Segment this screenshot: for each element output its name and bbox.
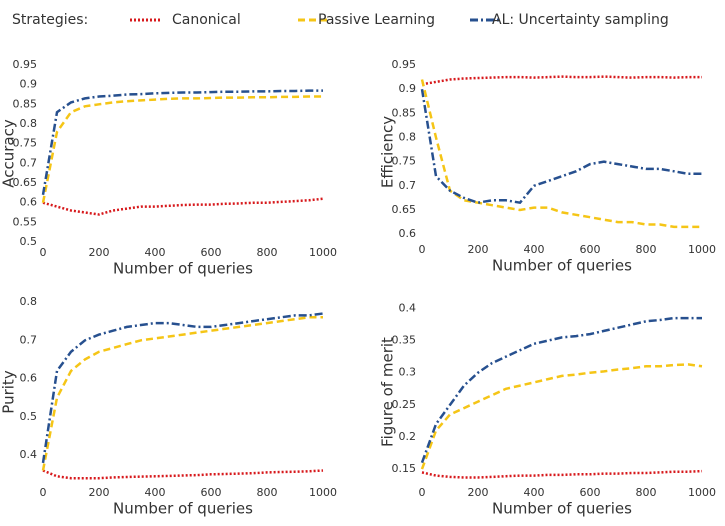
series-line [42,469,324,480]
y-tick-label: 0.5 [20,235,38,248]
y-tick-label: 0.4 [399,301,417,314]
y-tick-label: 0.7 [20,333,38,346]
y-tick-label: 0.25 [392,398,417,411]
x-tick-label: 200 [89,486,110,499]
x-tick-label: 0 [419,243,426,256]
x-tick-label: 800 [636,486,657,499]
y-tick-label: 0.8 [399,131,417,144]
y-tick-label: 0.8 [20,117,38,130]
series-line [420,363,703,470]
x-tick-label: 200 [468,243,489,256]
x-tick-label: 600 [201,246,222,259]
y-axis-label: Accuracy [0,119,18,188]
y-tick-label: 0.4 [20,448,38,461]
x-tick-label: 600 [580,243,601,256]
x-tick-label: 0 [40,486,47,499]
y-tick-label: 0.9 [20,78,38,91]
legend-label: Passive Learning [318,12,435,28]
x-tick-label: 400 [524,243,545,256]
y-tick-label: 0.6 [399,227,417,240]
x-tick-label: 1000 [309,486,337,499]
x-tick-label: 800 [257,246,278,259]
y-tick-label: 0.7 [20,156,38,169]
x-tick-label: 600 [580,486,601,499]
series-line [41,95,323,203]
y-tick-label: 0.75 [13,137,38,150]
series-line [421,75,702,86]
y-tick-label: 0.65 [13,176,38,189]
series-line [41,316,323,471]
y-tick-label: 0.95 [392,58,417,71]
x-tick-label: 600 [201,486,222,499]
y-tick-label: 0.15 [392,462,417,475]
y-tick-label: 0.55 [13,215,38,228]
y-tick-label: 0.85 [13,97,38,110]
y-tick-label: 0.95 [13,58,38,71]
series-line [421,469,703,479]
x-tick-label: 1000 [309,246,337,259]
x-axis-label: Number of queries [492,257,632,275]
x-tick-label: 400 [145,486,166,499]
x-axis-label: Number of queries [492,500,632,518]
series-line [41,312,324,464]
x-tick-label: 200 [468,486,489,499]
series-line [420,316,702,464]
y-tick-label: 0.6 [20,196,38,209]
legend-label: AL: Uncertainty sampling [492,12,669,28]
x-tick-label: 800 [636,243,657,256]
legend-label: Canonical [172,12,241,28]
y-axis-label: Figure of merit [379,337,397,447]
x-axis-label: Number of queries [113,500,253,518]
x-tick-label: 1000 [688,486,716,499]
series-line [420,89,702,205]
x-tick-label: 400 [145,246,166,259]
y-axis-label: Purity [0,370,18,414]
y-tick-label: 0.9 [399,82,417,95]
y-tick-label: 0.7 [399,179,417,192]
x-tick-label: 800 [257,486,278,499]
y-tick-label: 0.65 [392,203,417,216]
series-line [41,89,323,196]
x-tick-label: 0 [419,486,426,499]
y-tick-label: 0.35 [392,334,417,347]
legend-title: Strategies: [12,12,88,28]
x-axis-label: Number of queries [113,260,253,278]
y-tick-label: 0.5 [20,410,38,423]
y-tick-label: 0.6 [20,372,38,385]
y-tick-label: 0.8 [20,295,38,308]
x-tick-label: 1000 [688,243,716,256]
x-tick-label: 200 [89,246,110,259]
series-line [420,79,702,229]
y-axis-label: Efficiency [379,116,397,188]
x-tick-label: 400 [524,486,545,499]
y-tick-label: 0.3 [399,366,417,379]
y-tick-label: 0.75 [392,155,417,168]
x-tick-label: 0 [40,246,47,259]
series-line [42,197,324,216]
y-tick-label: 0.2 [399,430,417,443]
y-tick-label: 0.85 [392,106,417,119]
